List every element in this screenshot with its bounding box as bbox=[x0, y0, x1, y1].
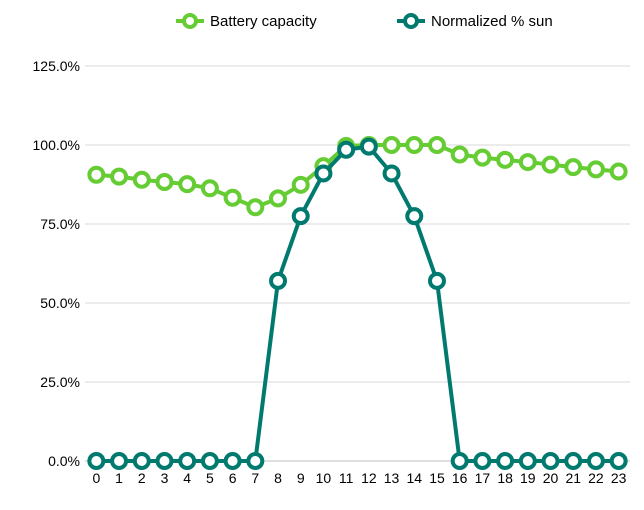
y-tick-label: 0.0% bbox=[48, 453, 80, 469]
x-tick-label: 6 bbox=[229, 470, 237, 486]
data-point bbox=[496, 452, 515, 470]
data-point bbox=[473, 452, 492, 470]
x-axis-ticks: 0 1 2 3 4 5 6 7 8 9 10 11 12 13 14 15 16 17 18 19 20 21 22 23 bbox=[92, 470, 626, 486]
data-point bbox=[155, 172, 174, 191]
data-point bbox=[359, 137, 378, 156]
x-tick-label: 23 bbox=[611, 470, 627, 486]
data-point bbox=[405, 207, 424, 226]
data-point bbox=[382, 136, 401, 154]
series-layer bbox=[87, 136, 628, 470]
x-tick-label: 10 bbox=[316, 470, 332, 486]
legend-label: Battery capacity bbox=[210, 13, 317, 30]
x-tick-label: 17 bbox=[475, 470, 491, 486]
data-point bbox=[564, 158, 583, 177]
data-point bbox=[427, 271, 446, 290]
x-tick-label: 12 bbox=[361, 470, 377, 486]
x-tick-label: 0 bbox=[92, 470, 100, 486]
data-point bbox=[269, 271, 288, 290]
data-point bbox=[405, 136, 424, 154]
x-tick-label: 5 bbox=[206, 470, 214, 486]
x-tick-label: 15 bbox=[429, 470, 445, 486]
data-point bbox=[200, 179, 219, 198]
data-point bbox=[609, 162, 628, 181]
data-point bbox=[132, 170, 151, 189]
x-tick-label: 4 bbox=[183, 470, 191, 486]
data-point bbox=[200, 452, 219, 470]
data-point bbox=[87, 452, 106, 470]
data-point bbox=[246, 452, 265, 470]
y-tick-label: 25.0% bbox=[40, 374, 80, 390]
series-line bbox=[96, 144, 619, 463]
data-point bbox=[473, 148, 492, 167]
y-tick-label: 125.0% bbox=[33, 58, 80, 74]
data-point bbox=[87, 165, 106, 184]
series-battery-capacity bbox=[87, 136, 628, 217]
x-tick-label: 19 bbox=[520, 470, 536, 486]
y-tick-label: 75.0% bbox=[40, 216, 80, 232]
series-normalized-sun bbox=[87, 137, 628, 470]
legend-item: Normalized % sun bbox=[397, 13, 553, 30]
data-point bbox=[291, 207, 310, 226]
y-tick-label: 50.0% bbox=[40, 295, 80, 311]
data-point bbox=[427, 136, 446, 154]
data-point bbox=[541, 155, 560, 174]
x-tick-label: 21 bbox=[565, 470, 581, 486]
data-point bbox=[382, 164, 401, 183]
x-tick-label: 14 bbox=[406, 470, 422, 486]
x-tick-label: 16 bbox=[452, 470, 468, 486]
data-point bbox=[564, 452, 583, 470]
x-tick-label: 20 bbox=[543, 470, 559, 486]
x-tick-label: 11 bbox=[339, 470, 354, 486]
y-axis-ticks: 0.0% 25.0% 50.0% 75.0% 100.0% 125.0% bbox=[33, 58, 80, 469]
data-point bbox=[132, 452, 151, 470]
x-tick-label: 9 bbox=[297, 470, 305, 486]
data-point bbox=[178, 175, 197, 194]
data-point bbox=[518, 153, 537, 172]
data-point bbox=[450, 452, 469, 470]
data-point bbox=[609, 452, 628, 470]
data-point bbox=[586, 160, 605, 179]
data-point bbox=[337, 140, 356, 159]
legend-swatch-marker bbox=[182, 13, 198, 29]
x-tick-label: 7 bbox=[251, 470, 259, 486]
x-tick-label: 22 bbox=[588, 470, 604, 486]
data-point bbox=[110, 452, 129, 470]
x-tick-label: 13 bbox=[384, 470, 400, 486]
data-point bbox=[110, 167, 129, 186]
x-tick-label: 1 bbox=[115, 470, 123, 486]
x-tick-label: 18 bbox=[497, 470, 513, 486]
data-point bbox=[178, 452, 197, 470]
data-point bbox=[246, 198, 265, 217]
data-point bbox=[155, 452, 174, 470]
data-point bbox=[450, 145, 469, 164]
y-tick-label: 100.0% bbox=[33, 137, 80, 153]
gridlines bbox=[85, 65, 630, 383]
data-point bbox=[223, 452, 242, 470]
legend-label: Normalized % sun bbox=[431, 13, 553, 30]
legend-item: Battery capacity bbox=[176, 13, 317, 30]
legend: Battery capacity Normalized % sun bbox=[176, 13, 553, 30]
x-tick-label: 8 bbox=[274, 470, 282, 486]
data-point bbox=[291, 175, 310, 194]
data-point bbox=[518, 452, 537, 470]
x-tick-label: 2 bbox=[138, 470, 146, 486]
legend-swatch-marker bbox=[403, 13, 419, 29]
x-tick-label: 3 bbox=[161, 470, 169, 486]
data-point bbox=[586, 452, 605, 470]
data-point bbox=[314, 164, 333, 183]
data-point bbox=[269, 189, 288, 208]
data-point bbox=[541, 452, 560, 470]
data-point bbox=[496, 150, 515, 169]
data-point bbox=[223, 188, 242, 207]
series-line bbox=[96, 143, 619, 210]
